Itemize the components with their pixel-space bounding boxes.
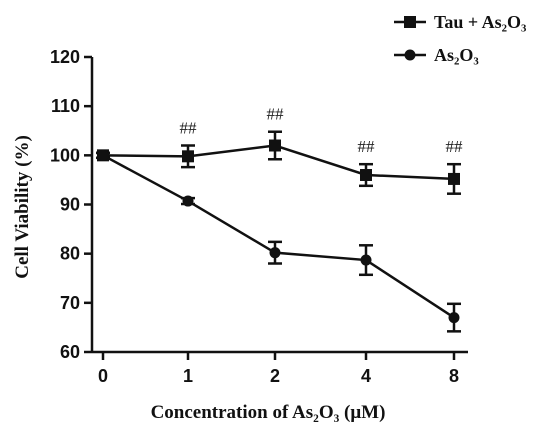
y-tick-label: 80 xyxy=(60,244,80,264)
y-tick-label: 120 xyxy=(50,47,80,67)
data-point-circle xyxy=(360,254,372,266)
x-tick-label: 4 xyxy=(361,366,371,386)
x-tick-label: 1 xyxy=(183,366,193,386)
x-tick-label: 2 xyxy=(270,366,280,386)
significance-annotation: ## xyxy=(180,119,198,138)
annotations: ## ## ## ## xyxy=(180,105,464,156)
legend: Tau + As₂O₃ As₂O₃ xyxy=(394,12,527,65)
legend-marker-circle xyxy=(404,49,416,61)
y-tick-label: 90 xyxy=(60,195,80,215)
data-point-circle xyxy=(97,149,109,161)
x-axis-ticks: 0 1 2 4 8 xyxy=(98,352,459,386)
series-tau-as2o3 xyxy=(96,130,461,195)
x-tick-label: 0 xyxy=(98,366,108,386)
significance-annotation: ## xyxy=(267,105,285,124)
y-tick-label: 60 xyxy=(60,342,80,362)
data-point-square xyxy=(182,150,194,163)
data-point-circle xyxy=(182,195,194,207)
data-point-square xyxy=(360,169,372,181)
data-point-circle xyxy=(269,247,281,259)
data-point-square xyxy=(448,172,460,185)
x-axis-label: Concentration of As₂O₃ (μM) xyxy=(151,402,386,423)
data-point-square xyxy=(269,139,281,152)
y-tick-label: 110 xyxy=(51,96,80,116)
legend-marker-square xyxy=(404,16,416,28)
series-line xyxy=(102,154,455,319)
data-point-circle xyxy=(448,312,460,324)
series-layer xyxy=(96,130,461,333)
significance-annotation: ## xyxy=(358,137,376,156)
y-axis-ticks: 60 70 80 90 100 110 120 xyxy=(50,47,92,362)
axes xyxy=(90,57,468,354)
legend-label: As₂O₃ xyxy=(434,45,479,65)
y-tick-label: 100 xyxy=(50,145,80,165)
legend-label: Tau + As₂O₃ xyxy=(434,12,527,32)
significance-annotation: ## xyxy=(446,137,464,156)
y-tick-label: 70 xyxy=(60,293,80,313)
y-axis-label: Cell Viability (%) xyxy=(12,135,33,279)
series-as2o3 xyxy=(96,149,461,333)
x-tick-label: 8 xyxy=(449,366,459,386)
